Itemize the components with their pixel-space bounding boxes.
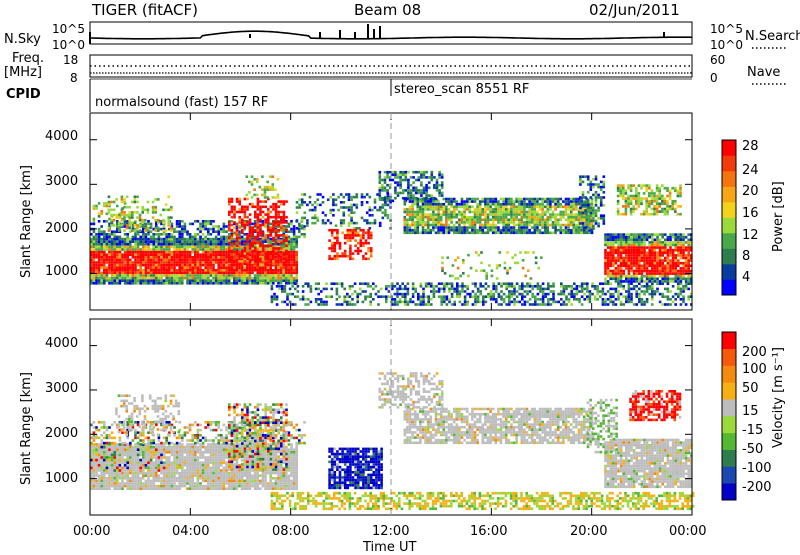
- velocity-colorbar-segment: [722, 466, 736, 483]
- power-colorbar-segment: [722, 264, 736, 280]
- velocity-colorbar-segment: [722, 382, 736, 399]
- power-colorbar-segment: [722, 280, 736, 296]
- power-colorbar-segment: [722, 140, 736, 156]
- velocity-colorbar-segment: [722, 433, 736, 450]
- power-colorbar-segment: [722, 249, 736, 265]
- velocity-colorbar-segment: [722, 349, 736, 366]
- velocity-colorbar-segment: [722, 399, 736, 416]
- power-colorbar-segment: [722, 171, 736, 187]
- power-colorbar-segment: [722, 233, 736, 249]
- power-colorbar-segment: [722, 202, 736, 218]
- nsky-panel-frame: [90, 22, 692, 44]
- velocity-colorbar-segment: [722, 416, 736, 433]
- power-colorbar-segment: [722, 156, 736, 172]
- velocity-data-cells: [90, 372, 694, 510]
- velocity-colorbar-segment: [722, 450, 736, 467]
- velocity-colorbar-segment: [722, 332, 736, 349]
- power-colorbar-segment: [722, 218, 736, 234]
- velocity-colorbar-segment: [722, 366, 736, 383]
- power-colorbar-segment: [722, 187, 736, 203]
- nsky-line: [90, 31, 692, 39]
- velocity-colorbar-segment: [722, 483, 736, 500]
